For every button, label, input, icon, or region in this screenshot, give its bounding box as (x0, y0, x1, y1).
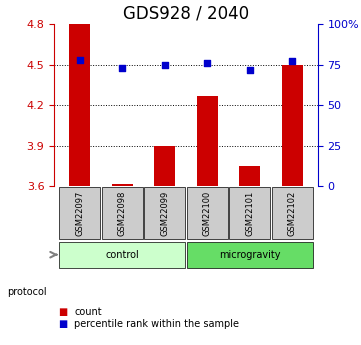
Text: microgravity: microgravity (219, 250, 280, 260)
Bar (112, 184, 133, 186)
Text: count: count (74, 307, 102, 317)
Bar (239, 166, 260, 186)
Point (119, 65, 125, 71)
Text: GSM22097: GSM22097 (75, 190, 84, 236)
Bar (196, 96, 218, 186)
Point (77, 57, 83, 62)
FancyBboxPatch shape (229, 187, 270, 239)
Text: ■: ■ (58, 307, 67, 317)
Text: GSM22098: GSM22098 (118, 190, 127, 236)
FancyBboxPatch shape (102, 187, 143, 239)
FancyBboxPatch shape (144, 187, 185, 239)
FancyBboxPatch shape (187, 187, 227, 239)
Text: percentile rank within the sample: percentile rank within the sample (74, 319, 239, 329)
Text: protocol: protocol (7, 287, 47, 296)
FancyBboxPatch shape (59, 187, 100, 239)
Bar (282, 65, 303, 186)
Point (162, 62, 168, 67)
Point (289, 59, 295, 64)
FancyBboxPatch shape (272, 187, 313, 239)
Point (204, 60, 210, 66)
Text: control: control (105, 250, 139, 260)
Text: GSM22100: GSM22100 (203, 191, 212, 236)
Bar (154, 146, 175, 186)
FancyBboxPatch shape (187, 242, 313, 268)
Point (247, 67, 253, 72)
Title: GDS928 / 2040: GDS928 / 2040 (123, 4, 249, 22)
FancyBboxPatch shape (59, 242, 185, 268)
Text: GSM22102: GSM22102 (288, 191, 297, 236)
Text: ■: ■ (58, 319, 67, 329)
Text: GSM22101: GSM22101 (245, 191, 254, 236)
Text: GSM22099: GSM22099 (160, 191, 169, 236)
Bar (69, 24, 90, 186)
